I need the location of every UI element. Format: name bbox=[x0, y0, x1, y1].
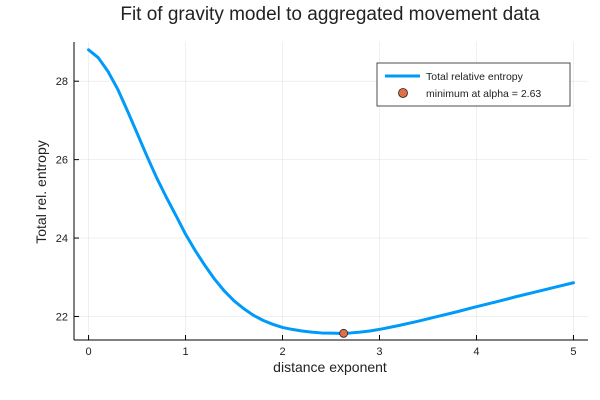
y-tick-label: 22 bbox=[56, 311, 68, 323]
x-tick-label: 5 bbox=[570, 346, 576, 358]
x-tick-label: 1 bbox=[182, 346, 188, 358]
axes bbox=[73, 42, 588, 341]
legend-box bbox=[376, 62, 571, 107]
y-tick-label: 28 bbox=[56, 76, 68, 88]
legend: Total relative entropy minimum at alpha … bbox=[376, 62, 571, 107]
legend-marker-swatch bbox=[398, 88, 408, 98]
x-tick-label: 3 bbox=[376, 346, 382, 358]
series-line-total-relative-entropy bbox=[87, 48, 575, 335]
x-tick-label: 2 bbox=[279, 346, 285, 358]
legend-entry-marker: minimum at alpha = 2.63 bbox=[426, 88, 541, 100]
x-tick-label: 0 bbox=[85, 346, 91, 358]
legend-entry-line: Total relative entropy bbox=[426, 71, 524, 83]
chart-title: Fit of gravity model to aggregated movem… bbox=[120, 4, 540, 25]
ticks: 0 1 2 3 4 5 22 24 26 28 bbox=[56, 76, 577, 358]
y-tick-label: 24 bbox=[56, 233, 68, 245]
x-axis-label: distance exponent bbox=[273, 359, 387, 375]
minimum-point bbox=[339, 328, 349, 338]
y-tick-label: 26 bbox=[56, 155, 68, 167]
plot-area bbox=[87, 48, 575, 338]
y-axis-label: Total rel. entropy bbox=[33, 140, 49, 244]
x-tick-label: 4 bbox=[473, 346, 479, 358]
